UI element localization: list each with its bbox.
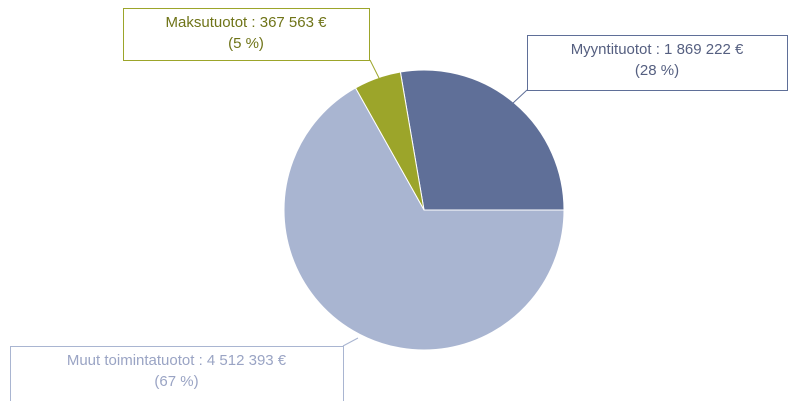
label-box — [527, 35, 788, 91]
slice-percent: (5 %) — [228, 35, 264, 52]
pie-slice — [283, 87, 565, 351]
leader-line — [369, 59, 381, 81]
slice-label: Muut toimintatuotot : 4 512 393 € — [67, 352, 287, 369]
leader-line — [511, 89, 528, 105]
pie-slice — [399, 69, 565, 211]
slice-percent: (67 %) — [154, 373, 198, 390]
label-box — [10, 346, 344, 401]
label-box — [123, 8, 370, 61]
slice-percent: (28 %) — [635, 62, 679, 79]
leader-line — [342, 337, 359, 347]
slice-label: Maksutuotot : 367 563 € — [166, 14, 328, 31]
slice-label: Myyntituotot : 1 869 222 € — [571, 41, 744, 58]
